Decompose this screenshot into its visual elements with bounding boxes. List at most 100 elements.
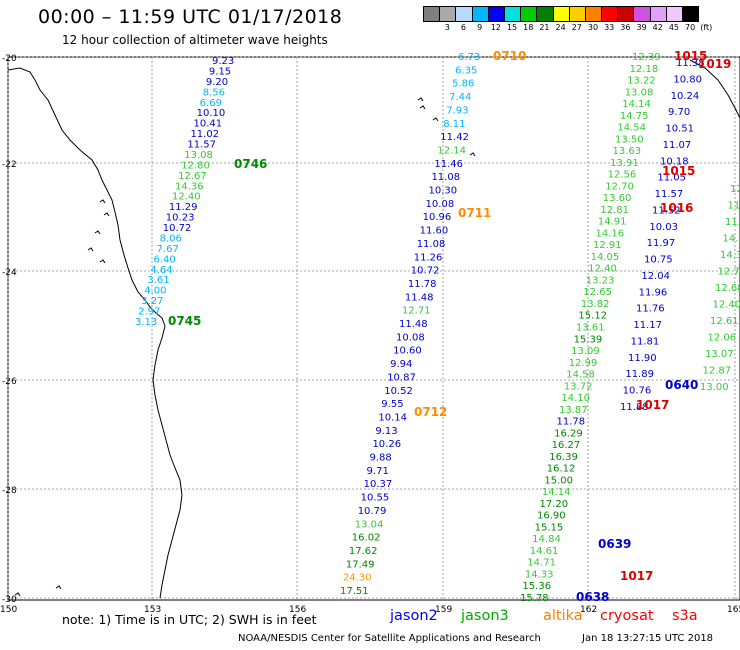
pass-time-label: 0745 [168, 314, 201, 328]
wave-height-label: 14.14 [542, 487, 571, 498]
wave-height-label: 13.23 [586, 275, 615, 286]
wave-height-label: 14.33 [525, 569, 554, 580]
coastline-path [7, 67, 183, 599]
color-scale-label: 39 [636, 23, 647, 32]
wave-height-label: 14.10 [561, 393, 590, 404]
wave-height-label: 13.63 [613, 146, 642, 157]
color-swatch [569, 6, 586, 22]
wave-height-label: 17.62 [349, 546, 378, 557]
wave-height-label: 13.04 [355, 519, 384, 530]
wave-height-label: 9.13 [375, 426, 397, 437]
legend-s3a: s3a [672, 608, 698, 624]
color-swatch [521, 6, 538, 22]
wave-height-label: 14.14 [622, 99, 651, 110]
wave-height-label: 10.37 [364, 479, 393, 490]
pass-time-label: 0712 [414, 405, 447, 419]
wave-height-label: 15.36 [522, 581, 551, 592]
map-subtitle: 12 hour collection of altimeter wave hei… [62, 33, 328, 47]
wave-height-label: 9.88 [370, 453, 392, 464]
wave-height-label: 13.72 [564, 381, 593, 392]
wave-height-label: 14.84 [532, 534, 561, 545]
wave-height-label: 11.57 [187, 140, 216, 151]
color-swatch [553, 6, 570, 22]
color-swatch [618, 6, 635, 22]
color-swatch [650, 6, 667, 22]
wave-height-label: 10.51 [665, 124, 694, 135]
island-mark [99, 259, 106, 264]
pass-time-label: 0639 [598, 537, 631, 551]
color-scale-label: 15 [506, 23, 518, 32]
credit-line: NOAA/NESDIS Center for Satellite Applica… [238, 633, 541, 644]
color-scale-label: 21 [539, 23, 550, 32]
wave-height-label: 6.73 [458, 52, 480, 63]
wave-height-label: 6.35 [455, 65, 477, 76]
color-scale-label: 33 [604, 23, 615, 32]
wave-height-label: 10.18 [660, 156, 689, 167]
island-mark [87, 247, 94, 252]
wave-height-label: 11.02 [190, 129, 219, 140]
wave-height-label: 13.08 [625, 87, 654, 98]
lat-label: -24 [2, 268, 17, 278]
wave-height-label: 15.78 [520, 593, 549, 604]
wave-height-label: 9.94 [390, 359, 412, 370]
wave-height-label: 10.76 [623, 386, 652, 397]
wave-height-label: 13.50 [615, 134, 644, 145]
color-scale-label: 3 [444, 23, 450, 32]
wave-height-label: 11.90 [628, 353, 657, 364]
wave-height-label: 12.99 [569, 358, 598, 369]
wave-height-label: 9.15 [209, 66, 231, 77]
island-mark [55, 585, 62, 590]
wave-height-label: 10.30 [429, 186, 458, 197]
wave-height-label: 11.08 [431, 172, 460, 183]
wave-height-label: 12.18 [630, 64, 659, 75]
wave-height-label: 11.96 [639, 287, 668, 298]
wave-height-label: 11.88 [620, 402, 649, 413]
wave-height-label: 9.55 [381, 399, 403, 410]
wave-height-label: 10.55 [361, 493, 390, 504]
color-scale-label: 27 [571, 23, 582, 32]
color-swatch [456, 6, 473, 22]
wave-height-label: 3.27 [141, 296, 163, 307]
wave-height-label: 12.67 [178, 171, 207, 182]
wave-height-label: 10.24 [671, 91, 700, 102]
wave-height-label: 12.39 [632, 52, 661, 63]
lat-label: -30 [2, 595, 17, 605]
pass-time-label: 1015 [662, 164, 695, 178]
wave-height-label: 4.00 [144, 286, 166, 297]
wave-height-label: 7.93 [446, 105, 468, 116]
wave-height-label: 11.78 [408, 279, 437, 290]
wave-height-label: 11.76 [636, 304, 665, 315]
wave-height-label: 15.00 [544, 475, 573, 486]
wave-height-label: 16.39 [549, 452, 578, 463]
color-swatch [423, 6, 441, 22]
lat-label: -26 [2, 377, 17, 387]
wave-height-label: 10.23 [166, 213, 195, 224]
lon-label: 156 [289, 605, 306, 615]
wave-height-label: 16.12 [547, 464, 576, 475]
color-swatch [683, 6, 700, 22]
wave-height-label: 11.07 [663, 140, 692, 151]
wave-height-label: 12.40 [588, 264, 617, 275]
color-swatch [488, 6, 505, 22]
wave-height-label: 11.42 [440, 132, 469, 143]
lat-label: -28 [2, 486, 17, 496]
wave-height-label: 14.16 [595, 228, 624, 239]
color-scale-label: 18 [523, 23, 534, 32]
pass-time-label: 0711 [458, 206, 491, 220]
wave-height-label: 12.81 [600, 205, 629, 216]
color-swatch [440, 6, 457, 22]
wave-height-label: 12.06 [708, 333, 737, 344]
wave-height-label: 13.82 [581, 299, 610, 310]
lon-label: 165 [727, 605, 740, 615]
wave-height-label: 13.61 [576, 323, 605, 334]
wave-height-label: 12.40 [172, 192, 201, 203]
color-swatch [666, 6, 683, 22]
wave-height-label: 14.75 [620, 111, 649, 122]
wave-height-label: 15.12 [578, 311, 607, 322]
wave-height-label: 10.08 [426, 199, 455, 210]
island-mark [469, 152, 476, 157]
color-swatch [504, 6, 522, 22]
wave-height-label: 10.41 [194, 119, 223, 130]
wave-height-label: 12.04 [641, 271, 670, 282]
